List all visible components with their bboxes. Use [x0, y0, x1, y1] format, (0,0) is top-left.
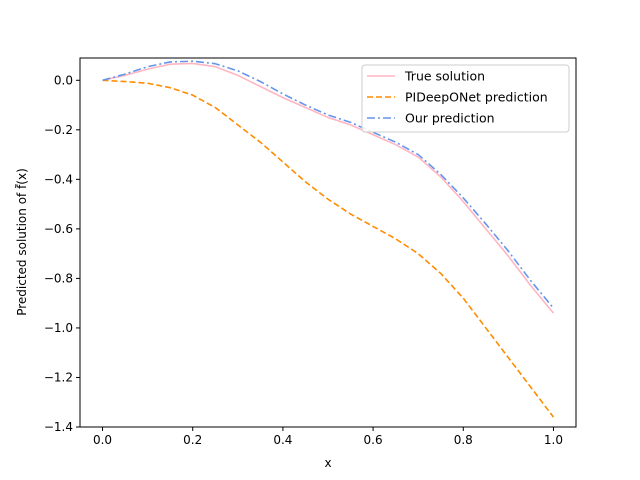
legend-label: PIDeepONet prediction	[405, 90, 548, 105]
y-axis-ticks: 0.0 −0.2 −0.4 −0.6 −0.8 −1.0 −1.2 −1.4	[44, 73, 80, 434]
y-tick-label: −0.6	[44, 222, 73, 236]
y-tick-label: 0.0	[54, 73, 73, 87]
legend-label: True solution	[404, 69, 485, 84]
x-tick-label: 0.0	[93, 433, 112, 447]
x-tick-label: 0.4	[273, 433, 292, 447]
y-tick-label: −0.2	[44, 123, 73, 137]
x-tick-label: 1.0	[544, 433, 563, 447]
legend-label: Our prediction	[405, 111, 495, 126]
y-axis-label: Predicted solution of f̃(x)	[15, 168, 29, 316]
x-axis-label: x	[324, 456, 331, 470]
series-line-0	[102, 62, 555, 314]
legend: True solution PIDeepONet prediction Our pr…	[361, 64, 570, 133]
y-tick-label: −1.2	[44, 370, 73, 384]
y-tick-label: −0.8	[44, 271, 73, 285]
x-tick-label: 0.6	[364, 433, 383, 447]
y-tick-label: −0.4	[44, 172, 73, 186]
x-axis-ticks: 0.0 0.2 0.4 0.6 0.8 1.0	[93, 427, 563, 447]
x-tick-label: 0.2	[183, 433, 202, 447]
series-layer	[102, 60, 555, 418]
plot-frame	[79, 57, 577, 428]
x-tick-label: 0.8	[454, 433, 473, 447]
legend-box	[361, 64, 570, 133]
y-tick-label: −1.0	[44, 321, 73, 335]
series-line-1	[102, 79, 555, 418]
series-line-2	[102, 60, 555, 309]
y-tick-label: −1.4	[44, 420, 73, 434]
